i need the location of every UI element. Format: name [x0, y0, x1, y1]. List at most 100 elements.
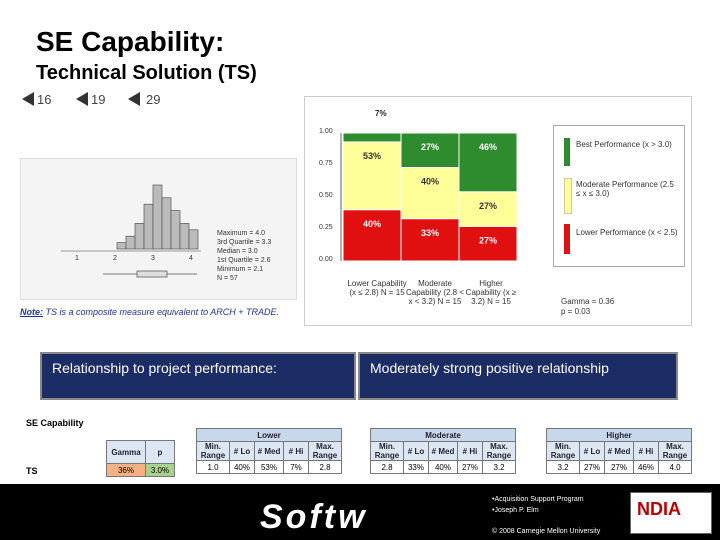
cell: 53%: [254, 460, 284, 474]
sub-header: Max. Range: [308, 441, 342, 461]
mosaic-segment: [400, 132, 460, 169]
mosaic-segment: [400, 167, 460, 220]
cell: 3.2: [546, 460, 580, 474]
cell: 27%: [604, 460, 634, 474]
ndia-logo-text: NDIA: [637, 499, 681, 519]
group-header-moderate: Moderate: [370, 428, 516, 442]
footer-brand: Softw: [260, 498, 368, 536]
sub-header: # Med: [604, 441, 634, 461]
relationship-label: Relationship to project performance:: [40, 352, 356, 400]
legend-moderate: Moderate Performance (2.5 ≤ x ≤ 3.0): [576, 180, 674, 198]
column-label-moderate: Moderate Capability (2.8 < x < 3.2) N = …: [405, 279, 465, 306]
cell: 7%: [283, 460, 309, 474]
note-text: TS is a composite measure equivalent to …: [43, 307, 280, 317]
cell: 40%: [229, 460, 255, 474]
sub-header: # Hi: [457, 441, 483, 461]
segment-label: 40%: [421, 177, 439, 187]
sub-header: # Med: [254, 441, 284, 461]
sub-header: Min. Range: [546, 441, 580, 461]
note-prefix: Note:: [20, 307, 43, 317]
y-tick: 0.25: [319, 224, 333, 231]
tick-label: 2: [113, 255, 117, 262]
mosaic-segment: [342, 141, 402, 211]
header-p: p: [145, 440, 175, 464]
gamma-value: Gamma = 0.36: [561, 297, 615, 306]
segment-label: 33%: [421, 228, 439, 238]
histogram-bar: [152, 184, 163, 250]
segment-label: 27%: [479, 201, 497, 211]
mosaic-chart: 53% 40% 27% 40% 33% 46% 27% 27%: [340, 132, 518, 262]
stat-line: Median = 3.0: [217, 248, 258, 255]
legend-swatch-red: [564, 224, 570, 254]
footer-line: © 2008 Carnegie Mellon University: [492, 528, 601, 535]
triangle-icon: [128, 92, 140, 106]
group-header-lower: Lower: [196, 428, 342, 442]
cell: 3.2: [482, 460, 516, 474]
group-header-higher: Higher: [546, 428, 692, 442]
column-label-higher: Higher Capability (x ≥ 3.2) N = 15: [465, 279, 517, 306]
histogram-panel: 1 2 3 4 Maximum = 4.0 3rd Quartile = 3.3…: [20, 158, 297, 300]
relationship-value: Moderately strong positive relationship: [358, 352, 678, 400]
mosaic-segment: [342, 209, 402, 262]
y-tick: 1.00: [319, 128, 333, 135]
header-gamma: Gamma: [106, 440, 146, 464]
stat-line: 3rd Quartile = 3.3: [217, 239, 272, 246]
stat-line: 1st Quartile = 2.6: [217, 257, 271, 264]
cell: 2.8: [308, 460, 342, 474]
lower-table: Lower Min. Range # Lo # Med # Hi Max. Ra…: [196, 428, 342, 474]
legend-best: Best Performance (x > 3.0): [576, 140, 672, 149]
histogram-bar: [143, 203, 154, 250]
cell: 4.0: [658, 460, 692, 474]
y-tick: 0.00: [319, 256, 333, 263]
cell: 27%: [579, 460, 605, 474]
histogram: [61, 184, 201, 278]
tick-label: 4: [189, 255, 193, 262]
histogram-stats: Maximum = 4.0 3rd Quartile = 3.3 Median …: [217, 229, 271, 283]
tick-label: 3: [151, 255, 155, 262]
cell: 27%: [457, 460, 483, 474]
sub-header: Min. Range: [196, 441, 230, 461]
sub-header: # Hi: [283, 441, 309, 461]
sub-header: Max. Range: [658, 441, 692, 461]
segment-label: 27%: [479, 235, 497, 245]
table-section-title: SE Capability: [26, 418, 84, 428]
tick-label: 1: [75, 255, 79, 262]
legend-swatch-yellow: [564, 178, 572, 214]
histogram-bar: [116, 242, 127, 250]
higher-table: Higher Min. Range # Lo # Med # Hi Max. R…: [546, 428, 692, 474]
moderate-table: Moderate Min. Range # Lo # Med # Hi Max.…: [370, 428, 516, 474]
count-3: 29: [146, 92, 161, 107]
cell: 40%: [428, 460, 458, 474]
legend-lower: Lower Performance (x < 2.5): [576, 228, 678, 237]
mosaic-segment: [458, 191, 518, 227]
histogram-bar: [170, 210, 181, 250]
segment-label: 27%: [421, 142, 439, 152]
sub-header: # Lo: [229, 441, 255, 461]
sub-header: # Med: [428, 441, 458, 461]
stat-line: N = 57: [217, 275, 238, 282]
cell: 46%: [633, 460, 659, 474]
ndia-logo: NDIA: [630, 492, 712, 534]
mosaic-panel: 53% 40% 27% 40% 33% 46% 27% 27% 7% 1.00 0.75 0.…: [304, 96, 692, 326]
gamma-cell: 36%: [106, 463, 146, 477]
slide-title: SE Capability:: [36, 26, 225, 57]
count-1: 16: [37, 92, 52, 107]
top-label: 7%: [375, 109, 387, 118]
sub-header: Min. Range: [370, 441, 404, 461]
gamma-table: Gamma p 36% 3.0%: [106, 440, 175, 477]
triangle-icon: [22, 92, 34, 106]
sub-header: # Lo: [403, 441, 429, 461]
table-row-label: TS: [26, 466, 38, 476]
footer-line: •Acquisition Support Program: [492, 496, 584, 503]
mosaic-segment: [400, 218, 460, 262]
p-cell: 3.0%: [145, 463, 175, 477]
stat-line: Minimum = 2.1: [217, 266, 264, 273]
triangle-icon: [76, 92, 88, 106]
cell: 1.0: [196, 460, 230, 474]
footer-bar: Softw •Acquisition Support Program •Jose…: [0, 484, 720, 540]
segment-label: 53%: [363, 151, 381, 161]
histogram-bar: [161, 197, 172, 250]
histogram-bar: [179, 223, 190, 250]
histogram-bar: [134, 223, 145, 250]
sub-header: Max. Range: [482, 441, 516, 461]
